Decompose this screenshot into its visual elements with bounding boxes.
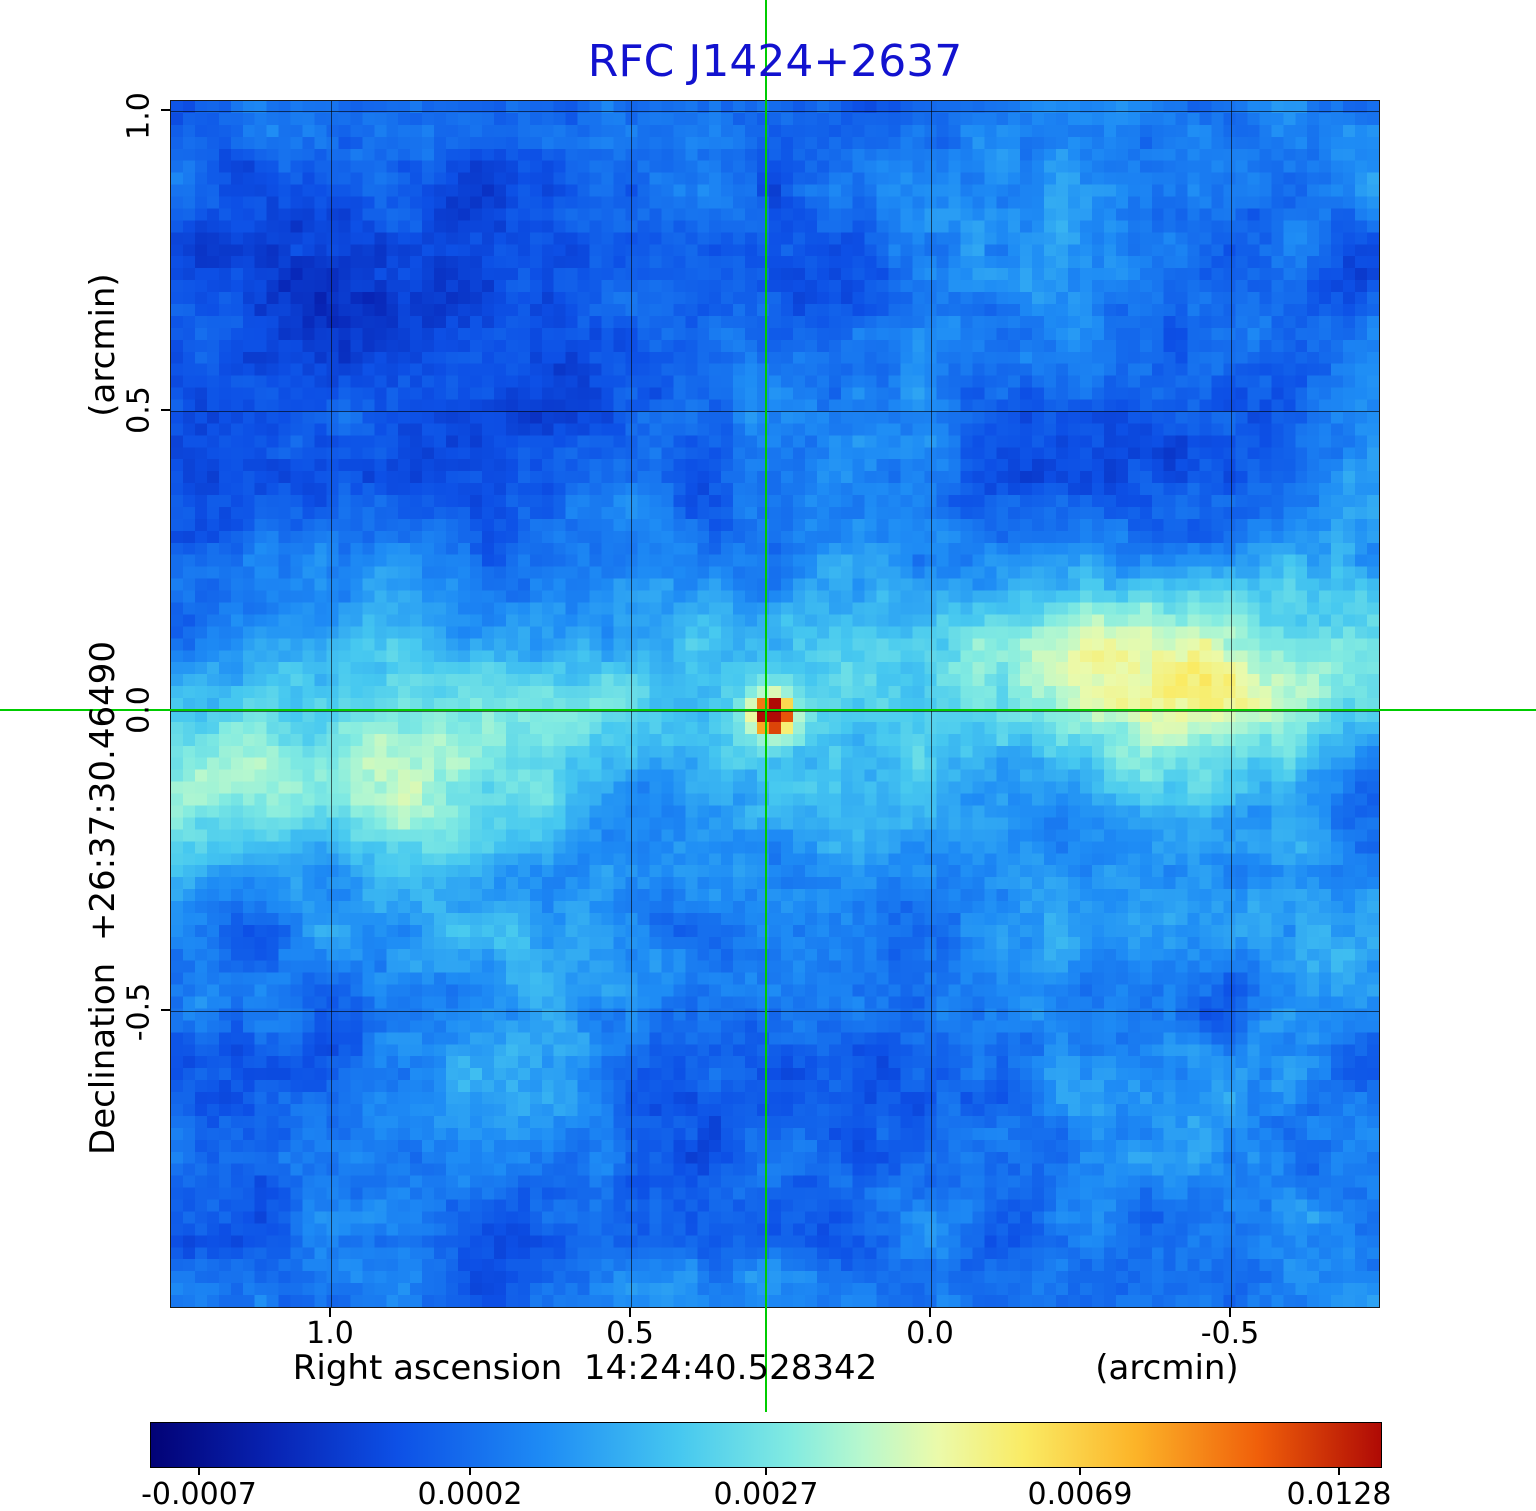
colorbar-tick-label: -0.0007 [141, 1477, 257, 1511]
sky-map-plot [170, 100, 1380, 1308]
x-tick-label: 1.0 [306, 1316, 354, 1351]
colorbar-tick-mark [1079, 1467, 1081, 1475]
x-tick-label: -0.5 [1200, 1316, 1260, 1351]
y-axis-tick-mark [161, 109, 170, 111]
colorbar-tick-mark [198, 1467, 200, 1475]
colorbar-tick-label: 0.0027 [713, 1477, 819, 1511]
y-axis-tick-mark [161, 409, 170, 411]
grid-line-vertical [631, 101, 632, 1307]
x-axis-tick-mark [329, 1308, 331, 1317]
y-tick-label: -0.5 [121, 982, 157, 1042]
x-tick-label: 0.0 [906, 1316, 954, 1351]
grid-line-horizontal [171, 711, 1379, 712]
grid-line-vertical [1231, 101, 1232, 1307]
grid-line-horizontal [171, 411, 1379, 412]
y-tick-label: 0.5 [121, 386, 157, 434]
x-axis-tick-mark [929, 1308, 931, 1317]
x-axis-tick-mark [629, 1308, 631, 1317]
colorbar-tick-mark [469, 1467, 471, 1475]
intensity-heatmap [171, 101, 1379, 1307]
x-axis-label: Right ascension 14:24:40.528342 [292, 1348, 878, 1388]
colorbar-tick-mark [765, 1467, 767, 1475]
y-tick-label: 1.0 [121, 92, 157, 140]
colorbar-tick-label: 0.0002 [417, 1477, 523, 1511]
x-axis-tick-mark [1229, 1308, 1231, 1317]
grid-line-horizontal [171, 111, 1379, 112]
x-axis-unit: (arcmin) [1095, 1348, 1239, 1388]
y-tick-label: 0.0 [121, 686, 157, 734]
crosshair-horizontal-line [0, 709, 1536, 711]
colorbar-gradient [150, 1422, 1382, 1468]
colorbar-tick-label: 0.0128 [1286, 1477, 1392, 1511]
colorbar-tick-mark [1338, 1467, 1340, 1475]
y-axis-tick-mark [161, 1009, 170, 1011]
grid-line-horizontal [171, 1011, 1379, 1012]
y-axis-label: Declination +26:37:30.46490 [83, 641, 123, 1155]
grid-line-vertical [331, 101, 332, 1307]
grid-line-vertical [931, 101, 932, 1307]
chart-title: RFC J1424+2637 [587, 36, 963, 87]
crosshair-vertical-line [765, 0, 767, 1412]
colorbar-tick-label: 0.0069 [1027, 1477, 1133, 1511]
x-tick-label: 0.5 [606, 1316, 654, 1351]
y-axis-unit: (arcmin) [83, 273, 123, 417]
